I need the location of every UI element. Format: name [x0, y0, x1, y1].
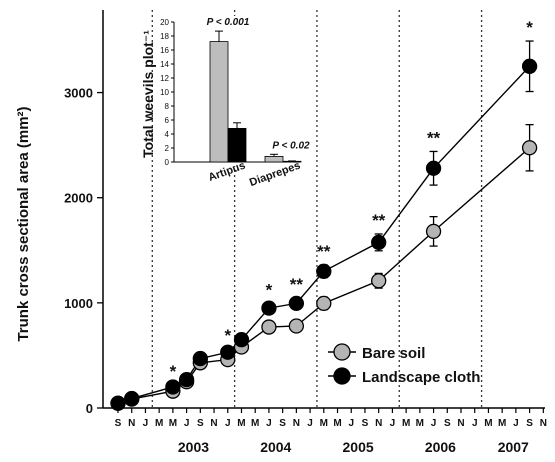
x-month-label: M [251, 418, 259, 429]
significance-marker: ** [427, 128, 441, 147]
significance-marker: * [526, 18, 533, 37]
landscape-cloth-point [165, 379, 181, 395]
x-month-label: S [526, 418, 533, 429]
bare-soil-point [425, 223, 442, 240]
x-month-label: J [472, 418, 478, 429]
inset-y-tick-label: 4 [165, 130, 170, 139]
x-month-label: J [348, 418, 354, 429]
x-month-label: M [320, 418, 328, 429]
x-month-label: J [143, 418, 149, 429]
x-year-label: 2006 [425, 439, 456, 455]
significance-marker: * [224, 326, 231, 345]
landscape-cloth-point [178, 371, 195, 388]
x-month-label: S [279, 418, 286, 429]
inset-y-tick-label: 16 [160, 46, 169, 55]
inset-y-tick-label: 6 [165, 116, 170, 125]
landscape-cloth-point [192, 350, 208, 367]
x-month-label: J [513, 418, 519, 429]
landscape-cloth-point [220, 344, 236, 360]
x-month-label: J [431, 418, 437, 429]
x-month-label: J [390, 418, 396, 429]
x-month-label: M [333, 418, 341, 429]
landscape-cloth-point [521, 58, 538, 74]
bare-soil-point [261, 319, 277, 335]
x-month-label: N [293, 418, 300, 429]
inset-y-tick-label: 0 [165, 158, 170, 167]
significance-marker: ** [317, 242, 331, 261]
inset-bar-bare-soil [264, 155, 284, 163]
inset-bar-landscape-cloth [227, 127, 247, 163]
x-month-label: J [225, 418, 231, 429]
x-month-label: J [266, 418, 272, 429]
x-month-label: M [169, 418, 177, 429]
significance-markers: *** ********* [170, 18, 534, 381]
bare-soil-point [316, 295, 332, 312]
x-month-label: N [540, 418, 547, 429]
x-month-label: S [444, 418, 451, 429]
landscape-cloth-point [261, 300, 277, 316]
inset-p-value: P < 0.02 [272, 140, 310, 151]
x-year-label: 2004 [260, 439, 291, 455]
x-month-label: N [128, 418, 135, 429]
x-year-label: 2005 [343, 439, 374, 455]
main-axes: 0 1000 2000 3000 Trunk cross sectional area … [15, 10, 547, 455]
bare-soil-point [371, 273, 387, 289]
significance-marker: * [170, 362, 177, 381]
x-month-label: S [362, 418, 369, 429]
legend-marker [333, 343, 351, 361]
bare-soil-point [521, 140, 538, 156]
inset-y-tick-label: 18 [160, 32, 169, 41]
inset-y-tick-label: 10 [160, 88, 169, 97]
inset-y-axis-title: Total weevils plot⁻¹ [140, 30, 156, 158]
landscape-cloth-point [124, 390, 140, 407]
x-month-label: M [237, 418, 245, 429]
landscape-cloth-point [233, 332, 250, 348]
x-month-label: N [375, 418, 382, 429]
x-month-label: M [416, 418, 424, 429]
inset-y-tick-label: 12 [160, 74, 169, 83]
landscape-cloth-point [110, 395, 126, 411]
x-month-label: N [210, 418, 217, 429]
significance-marker: ** [372, 211, 386, 230]
legend: Bare soil Landscape cloth [328, 343, 480, 386]
x-month-label: S [115, 418, 122, 429]
y-tick-label: 3000 [64, 86, 93, 101]
inset-y-tick-label: 14 [160, 60, 169, 69]
y-tick-label: 0 [86, 401, 93, 416]
legend-label: Landscape cloth [362, 369, 480, 386]
legend-label: Bare soil [362, 345, 425, 362]
x-month-label: M [484, 418, 492, 429]
significance-marker: * [266, 280, 273, 299]
x-month-label: S [197, 418, 204, 429]
x-month-label: M [498, 418, 506, 429]
y-tick-label: 2000 [64, 191, 93, 206]
inset-p-value: P < 0.001 [207, 17, 250, 28]
landscape-cloth-point [425, 160, 442, 176]
legend-marker [333, 367, 351, 385]
inset-y-tick-label: 8 [165, 102, 170, 111]
x-month-label: N [457, 418, 464, 429]
landscape-cloth-point [371, 234, 387, 251]
inset-y-tick-label: 2 [165, 144, 170, 153]
x-year-label: 2007 [498, 439, 529, 455]
y-axis-title: Trunk cross sectional area (mm²) [15, 106, 32, 341]
landscape-cloth-point [288, 295, 305, 312]
significance-marker: ** [290, 275, 304, 294]
x-month-label: M [402, 418, 410, 429]
x-year-label: 2003 [178, 439, 209, 455]
inset-bar-bare-soil [209, 41, 229, 163]
x-month-label: J [184, 418, 190, 429]
x-month-label: M [155, 418, 163, 429]
x-month-label: J [307, 418, 313, 429]
inset-y-tick-label: 20 [160, 18, 169, 27]
y-tick-label: 1000 [64, 296, 93, 311]
series-layer [110, 40, 538, 411]
bare-soil-point [288, 318, 305, 334]
landscape-cloth-point [316, 263, 332, 279]
